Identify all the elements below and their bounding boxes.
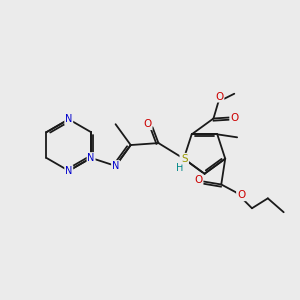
- Text: H: H: [176, 163, 183, 173]
- Text: N: N: [112, 161, 119, 171]
- Text: N: N: [180, 154, 188, 164]
- Text: N: N: [65, 114, 72, 124]
- Text: S: S: [182, 154, 188, 164]
- Text: O: O: [215, 92, 223, 102]
- Text: O: O: [230, 112, 238, 122]
- Text: O: O: [194, 175, 202, 184]
- Text: O: O: [143, 119, 152, 129]
- Text: O: O: [237, 190, 245, 200]
- Text: N: N: [65, 166, 72, 176]
- Text: N: N: [87, 153, 95, 163]
